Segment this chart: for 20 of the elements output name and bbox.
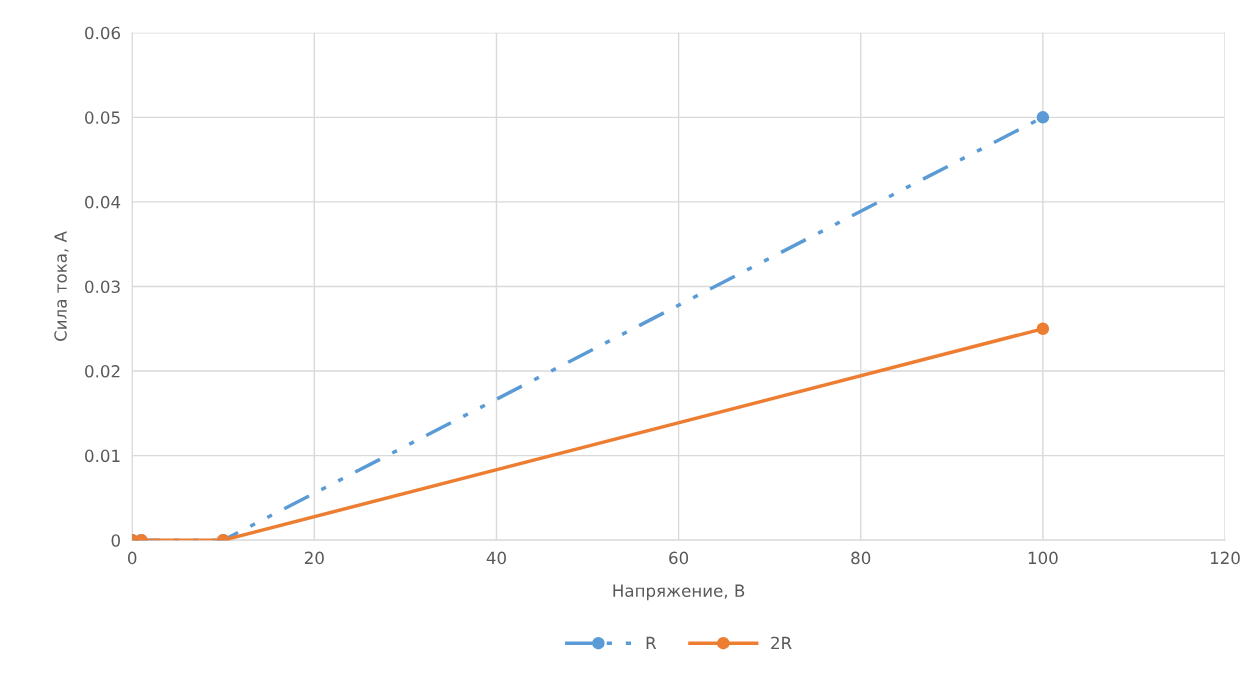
y-tick-label: 0.02 — [85, 365, 120, 378]
legend-label: 2R — [771, 636, 792, 650]
x-tick-label: 0 — [127, 551, 137, 565]
y-tick-label: 0.01 — [85, 449, 120, 463]
point — [1036, 111, 1050, 124]
legend-label: R — [646, 636, 657, 650]
y-tick-label: 0.04 — [85, 195, 121, 209]
y-axis-title: Сила тока, А — [54, 231, 69, 341]
x-tick-label: 80 — [851, 551, 871, 565]
x-tick-label: 60 — [669, 551, 689, 565]
y-tick-label: 0.05 — [85, 111, 120, 124]
y-tick-label: 0 — [111, 534, 120, 547]
y-tick-label: 0.06 — [85, 26, 121, 40]
x-tick-label: 20 — [304, 551, 324, 565]
x-axis-title: Напряжение, В — [613, 584, 745, 601]
x-tick-label: 100 — [1028, 551, 1058, 565]
x-tick-label: 120 — [1210, 551, 1240, 565]
point — [1036, 322, 1050, 336]
x-tick-label: 40 — [486, 551, 506, 565]
y-tick-label: 0.03 — [85, 280, 120, 294]
